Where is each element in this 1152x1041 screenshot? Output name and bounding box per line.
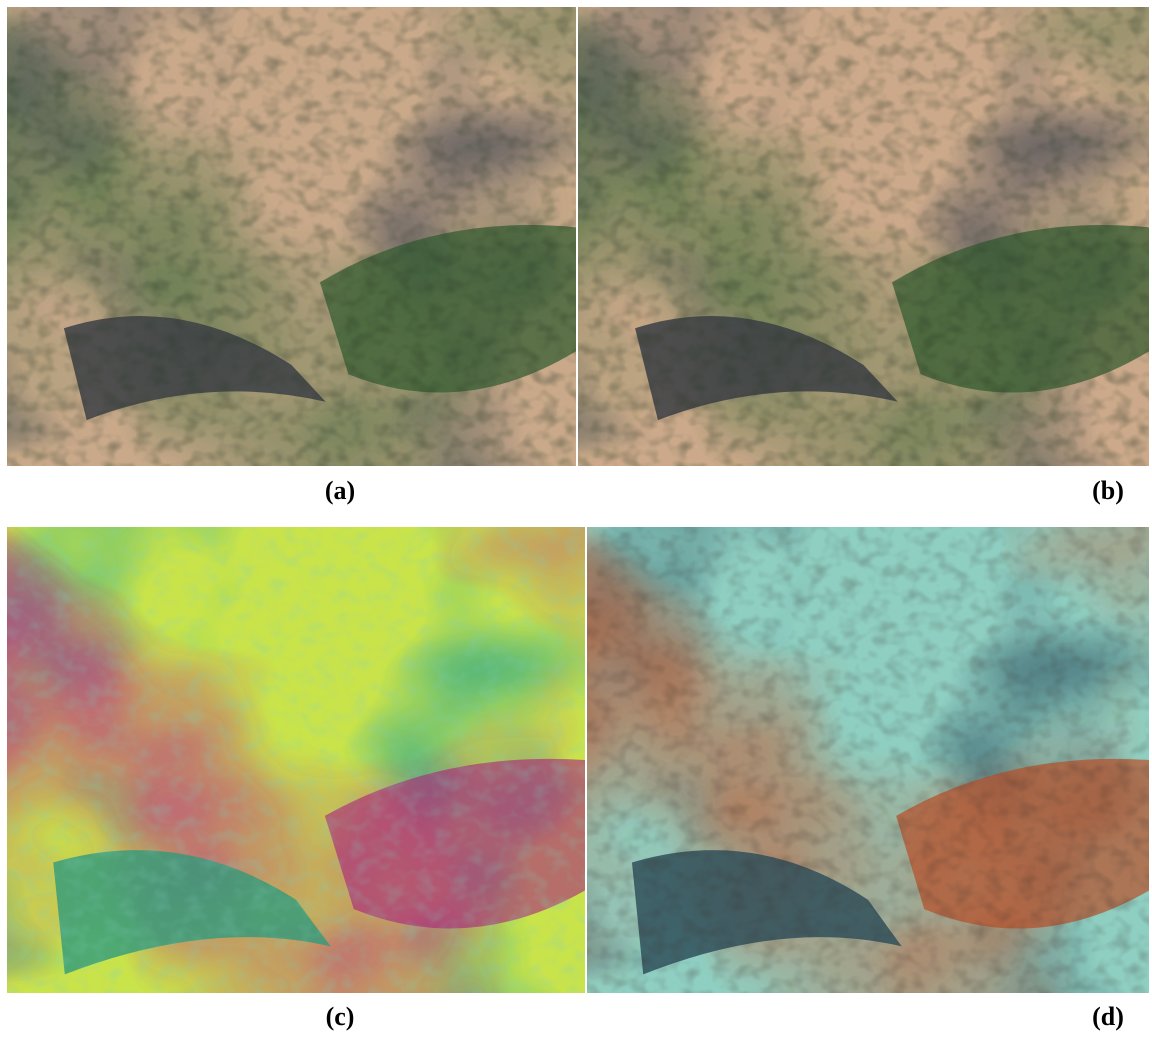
figure: (a) (b) (c) (d) [0, 0, 1152, 1041]
satellite-image-enhanced [578, 7, 1149, 466]
panel-label: (b) [1068, 476, 1148, 506]
satellite-image-true-color [7, 7, 576, 466]
panel-label: (c) [300, 1002, 380, 1032]
false-color-image [7, 527, 585, 993]
panel-label: (a) [300, 476, 380, 506]
infrared-composite-image [587, 527, 1149, 993]
panel-label: (d) [1068, 1002, 1148, 1032]
